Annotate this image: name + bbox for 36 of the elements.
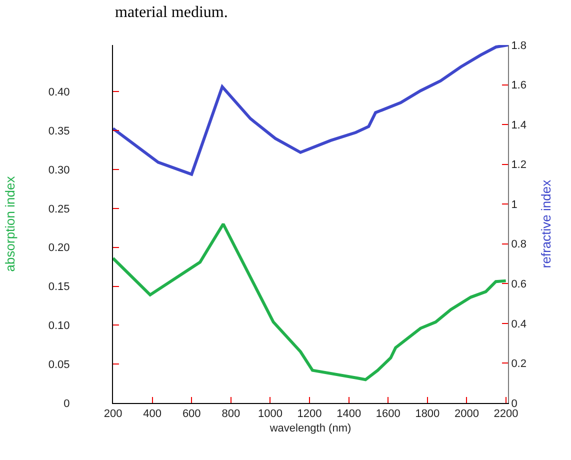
y-tick-label: 0 (64, 398, 70, 410)
y-tick-label: 0.15 (48, 281, 70, 294)
x-tick-label: 400 (143, 408, 162, 420)
y-tick-label: 0.35 (48, 125, 70, 138)
y2-tick-label: 0.2 (511, 358, 526, 370)
y2-tick-label: 1.8 (511, 40, 526, 52)
y-tick-label: 0.30 (48, 164, 70, 176)
y2-axis-title: refractive index (538, 179, 554, 268)
x-tick-label: 600 (182, 408, 201, 420)
y2-tick-label: 1.2 (511, 159, 526, 172)
text: material medium. (115, 4, 228, 21)
x-tick-label: 1800 (415, 408, 440, 420)
x-tick-label: 800 (222, 408, 240, 420)
x-tick-label: 1400 (336, 408, 362, 420)
y2-tick-label: 1 (511, 198, 518, 211)
x-tick-label: 1200 (297, 408, 322, 420)
x-axis-title: wavelength (nm) (268, 422, 352, 434)
x-tick-label: 200 (104, 408, 122, 420)
x-tick-label: 2200 (494, 408, 518, 420)
y2-tick-label: 0 (511, 398, 518, 410)
y-tick-label: 0.10 (48, 320, 70, 332)
y-tick-label: 0.20 (48, 242, 70, 254)
line-series (113, 222, 508, 382)
y2-tick-label: 0.4 (511, 318, 526, 330)
y-tick-label: 0.25 (48, 203, 70, 216)
y-tick-label: 0.05 (48, 358, 70, 371)
y2-tick-label: 0.6 (511, 278, 526, 291)
x-tick-label: 2000 (454, 408, 479, 420)
y2-tick-label: 1.6 (511, 80, 526, 92)
x-tick-label: 1000 (258, 408, 282, 420)
line-series (113, 45, 508, 176)
y-axis-title: absorption index (2, 176, 18, 272)
x-tick-label: 1600 (376, 408, 400, 420)
y-tick-label: 0.40 (48, 86, 70, 99)
y2-tick-label: 0.8 (511, 238, 526, 251)
y2-tick-label: 1.4 (511, 119, 526, 132)
